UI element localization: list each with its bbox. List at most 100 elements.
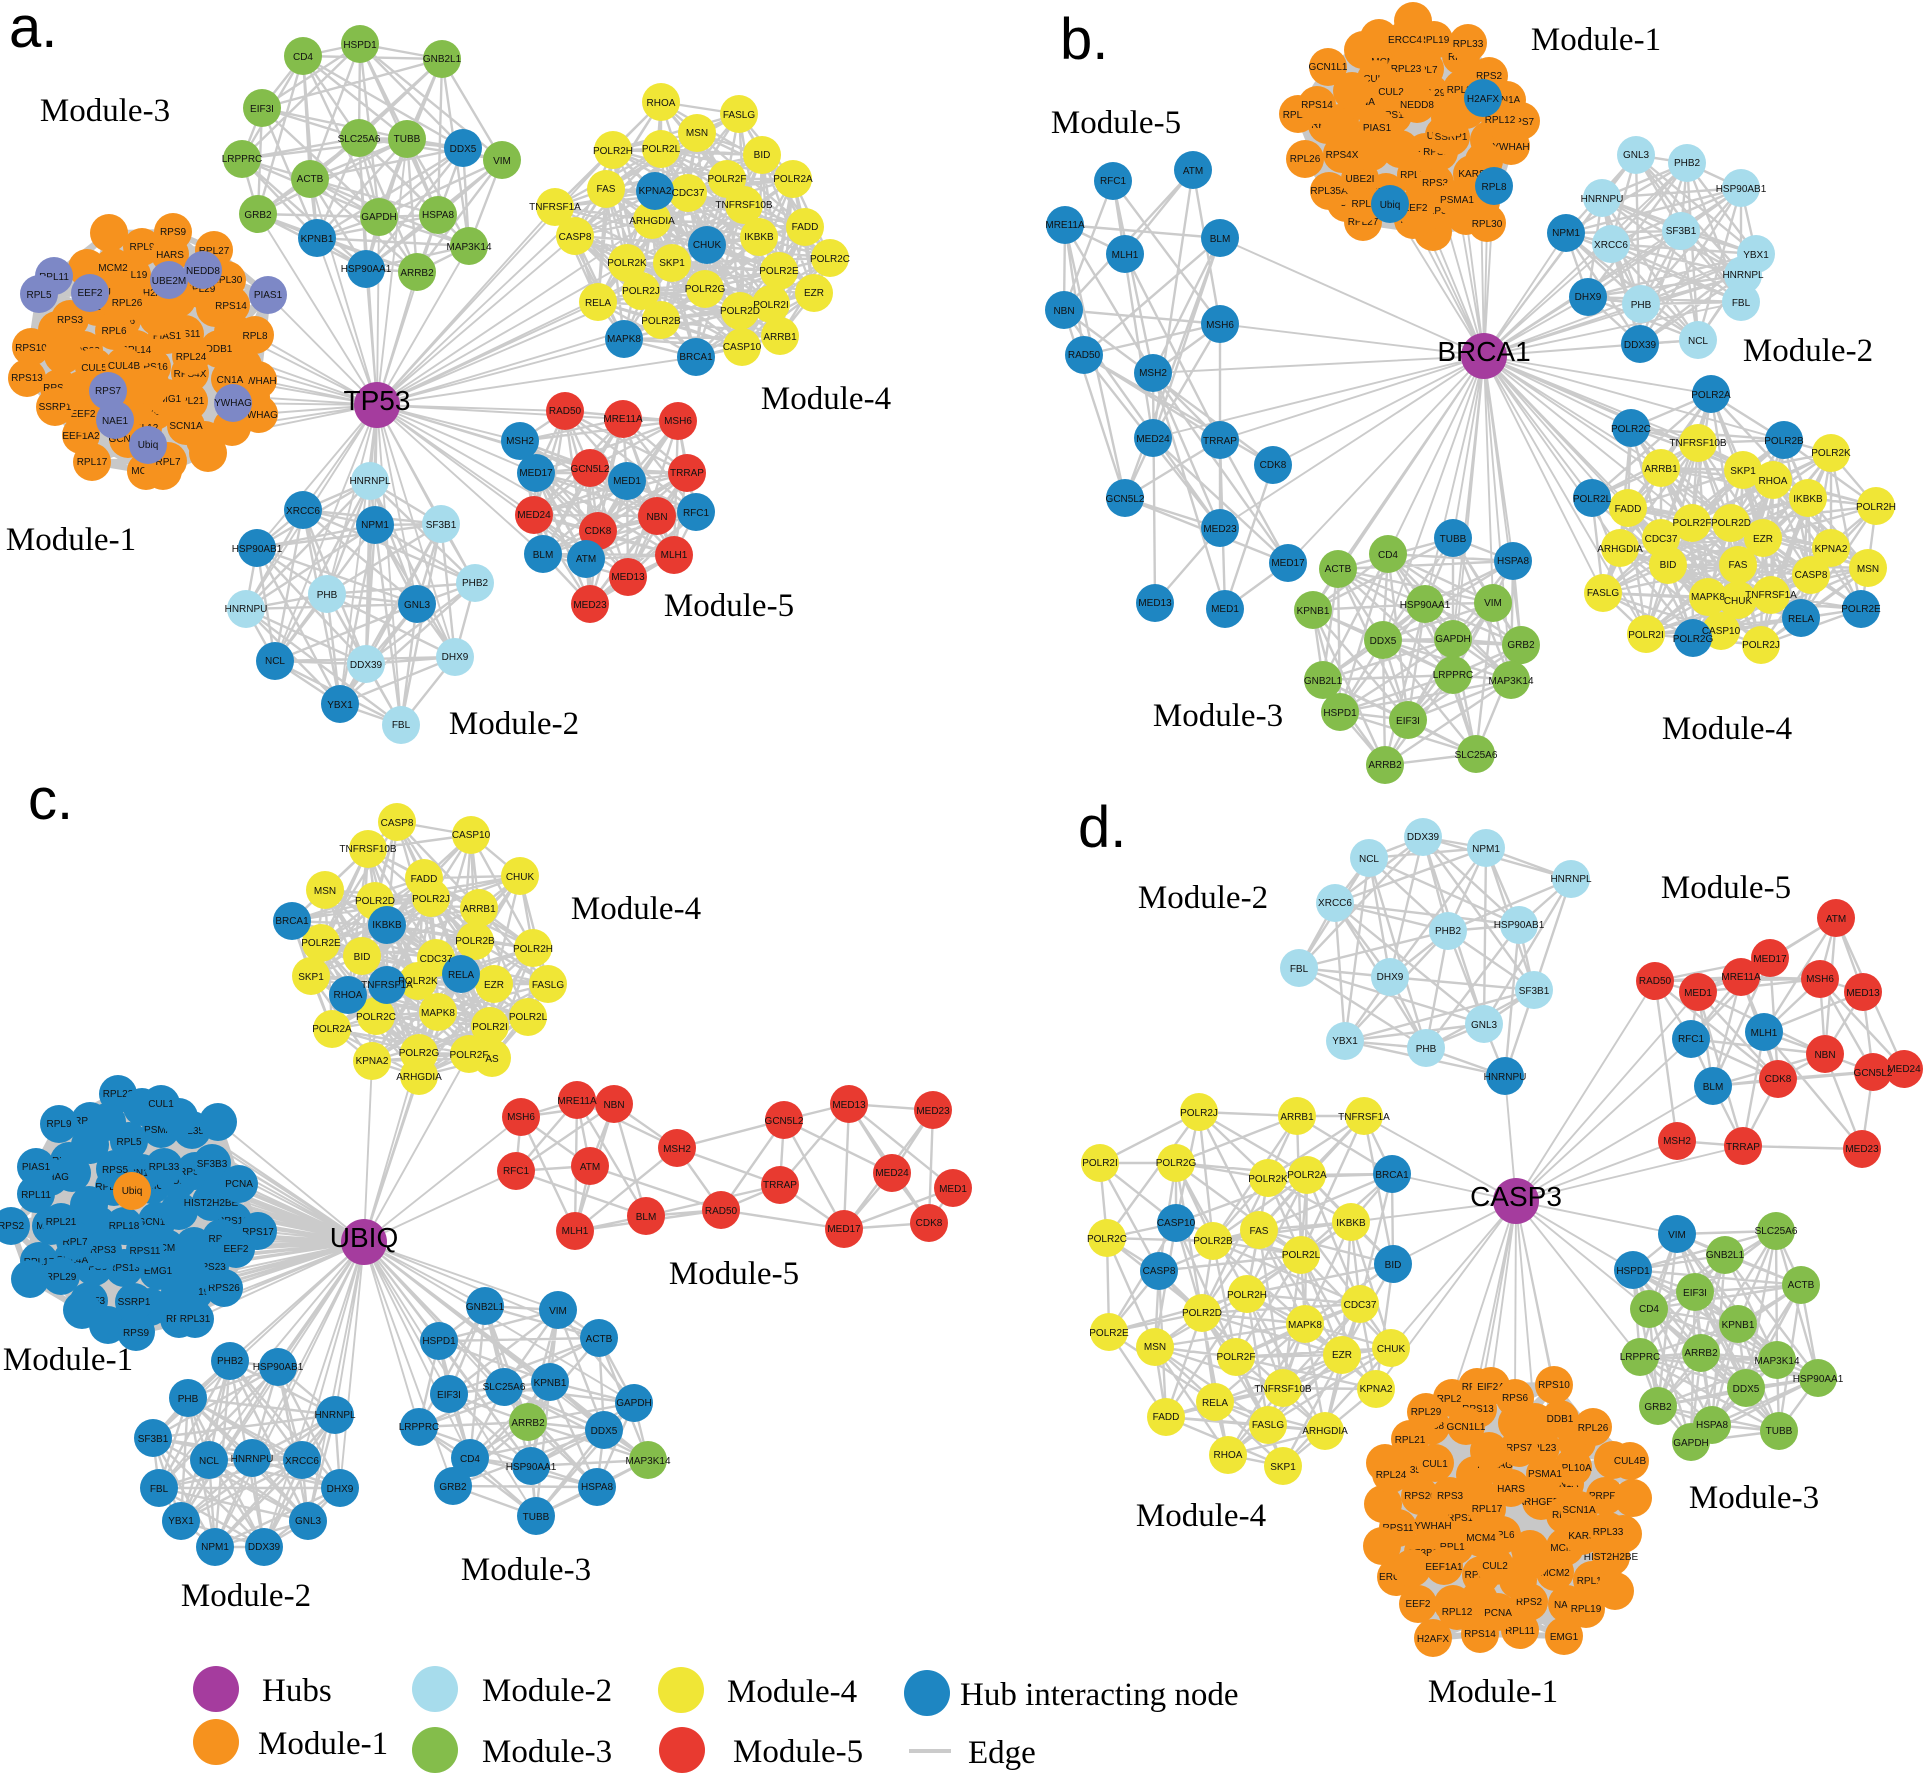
svg-text:EZR: EZR: [1332, 1350, 1352, 1361]
svg-text:TNFRSF10B: TNFRSF10B: [1254, 1384, 1312, 1395]
svg-text:RPL19: RPL19: [117, 270, 148, 281]
svg-text:HSPD1: HSPD1: [422, 1336, 456, 1347]
svg-text:SKP1: SKP1: [1730, 466, 1756, 477]
svg-text:POLR2A: POLR2A: [773, 174, 813, 185]
svg-text:GCN1L1: GCN1L1: [138, 1217, 177, 1228]
svg-text:RPS7: RPS7: [1508, 117, 1535, 128]
svg-text:KARS: KARS: [1568, 1531, 1596, 1542]
svg-text:RFC1: RFC1: [683, 508, 710, 519]
svg-text:RPL8: RPL8: [1481, 182, 1506, 193]
svg-text:EEF1A2: EEF1A2: [62, 431, 100, 442]
svg-text:ACTB: ACTB: [586, 1334, 613, 1345]
svg-text:RPL22: RPL22: [1283, 110, 1314, 121]
svg-text:RPL7A: RPL7A: [1400, 170, 1432, 181]
svg-text:CUL2: CUL2: [1482, 1561, 1508, 1572]
svg-text:HNRNPL: HNRNPL: [1722, 270, 1764, 281]
svg-text:RHOA: RHOA: [334, 990, 363, 1001]
svg-text:GRB2: GRB2: [1507, 640, 1535, 651]
svg-text:EEF2: EEF2: [77, 288, 102, 299]
svg-text:CD4: CD4: [1378, 550, 1398, 561]
svg-text:MSN: MSN: [686, 128, 708, 139]
svg-text:Module-3: Module-3: [40, 93, 170, 129]
svg-text:FAS: FAS: [1729, 560, 1748, 571]
svg-text:Module-5: Module-5: [1661, 870, 1791, 906]
svg-text:GNB2L1: GNB2L1: [466, 1302, 505, 1313]
svg-text:RPL26: RPL26: [1578, 1423, 1609, 1434]
svg-text:TRRAP: TRRAP: [670, 468, 704, 479]
svg-text:GCN5L2: GCN5L2: [1106, 494, 1145, 505]
svg-text:GNB2L1: GNB2L1: [1304, 676, 1343, 687]
svg-text:POLR2L: POLR2L: [642, 144, 681, 155]
svg-text:Module-4: Module-4: [727, 1674, 857, 1710]
svg-text:Module-2: Module-2: [449, 706, 579, 742]
svg-text:GRB2: GRB2: [244, 210, 272, 221]
svg-text:BLM: BLM: [533, 550, 554, 561]
svg-text:POLR2K: POLR2K: [1811, 448, 1851, 459]
svg-text:HSPD1: HSPD1: [1616, 1266, 1650, 1277]
svg-text:RELA: RELA: [1202, 1398, 1228, 1409]
svg-text:MSH6: MSH6: [664, 416, 692, 427]
svg-text:FADD: FADD: [411, 874, 438, 885]
svg-text:GNB2L1: GNB2L1: [423, 54, 462, 65]
svg-text:RELA: RELA: [448, 970, 474, 981]
svg-text:HNRNPU: HNRNPU: [225, 604, 268, 615]
svg-text:KPNA2: KPNA2: [356, 1056, 389, 1067]
svg-text:RPL23: RPL23: [1391, 64, 1422, 75]
svg-text:SSRP1: SSRP1: [1435, 132, 1468, 143]
svg-text:FASLG: FASLG: [532, 980, 564, 991]
svg-text:CHUK: CHUK: [506, 872, 535, 883]
svg-text:ATM: ATM: [580, 1162, 600, 1173]
svg-text:GAPDH: GAPDH: [1673, 1438, 1709, 1449]
svg-text:MED24: MED24: [1136, 434, 1170, 445]
svg-text:HSPA8: HSPA8: [422, 210, 454, 221]
svg-text:BLM: BLM: [1210, 234, 1231, 245]
svg-text:MRE11A: MRE11A: [603, 414, 643, 425]
svg-text:POLR2K: POLR2K: [607, 258, 647, 269]
svg-text:RPS3: RPS3: [1422, 178, 1449, 189]
svg-text:RPS5: RPS5: [102, 1165, 129, 1176]
svg-text:CN1A: CN1A: [1552, 1479, 1579, 1490]
svg-text:SKP1: SKP1: [1270, 1462, 1296, 1473]
svg-text:RPL14: RPL14: [121, 345, 152, 356]
svg-text:ATM: ATM: [1183, 166, 1203, 177]
svg-text:YWHAH: YWHAH: [239, 376, 276, 387]
svg-text:ARRB1: ARRB1: [1280, 1112, 1314, 1123]
svg-text:POLR2G: POLR2G: [685, 284, 726, 295]
svg-text:NPM1: NPM1: [1472, 844, 1500, 855]
svg-text:HSP90AA1: HSP90AA1: [341, 264, 392, 275]
svg-text:RFC1: RFC1: [1678, 1034, 1705, 1045]
svg-text:DHX9: DHX9: [1575, 292, 1602, 303]
svg-text:EIF2A: EIF2A: [1477, 1382, 1505, 1393]
svg-text:RPS9: RPS9: [160, 227, 187, 238]
svg-text:TNFRSF1A: TNFRSF1A: [1745, 590, 1797, 601]
svg-text:EEF2: EEF2: [1402, 203, 1427, 214]
svg-text:RPL7: RPL7: [155, 457, 180, 468]
svg-text:MAPK8: MAPK8: [1288, 1320, 1322, 1331]
svg-text:GAPDH: GAPDH: [361, 212, 397, 223]
svg-text:CDK8: CDK8: [916, 1218, 943, 1229]
svg-text:YBX1: YBX1: [168, 1516, 194, 1527]
svg-text:NBN: NBN: [1053, 306, 1074, 317]
svg-text:MCM2: MCM2: [98, 263, 128, 274]
svg-text:EZR: EZR: [484, 980, 504, 991]
svg-text:DDX39: DDX39: [350, 660, 383, 671]
svg-text:MRE11A: MRE11A: [1045, 220, 1085, 231]
svg-text:PIAS1: PIAS1: [22, 1162, 51, 1173]
svg-text:ARRB2: ARRB2: [1684, 1348, 1718, 1359]
svg-text:PSMA1: PSMA1: [1528, 1469, 1562, 1480]
svg-text:MED13: MED13: [1846, 988, 1880, 999]
svg-text:RPL27: RPL27: [199, 246, 230, 257]
svg-text:TNFRSF1A: TNFRSF1A: [361, 980, 413, 991]
svg-text:RPL17: RPL17: [1472, 1504, 1503, 1515]
svg-text:POLR2E: POLR2E: [759, 266, 799, 277]
svg-text:DHX9: DHX9: [1377, 972, 1404, 983]
svg-text:MCM2: MCM2: [1371, 57, 1401, 68]
svg-text:SF3B1: SF3B1: [426, 520, 457, 531]
svg-text:RPS14: RPS14: [1464, 1629, 1496, 1640]
svg-text:RPL11: RPL11: [21, 1190, 51, 1201]
svg-text:ARRB1: ARRB1: [763, 332, 797, 343]
svg-text:DDX39: DDX39: [1407, 832, 1440, 843]
svg-text:SF3B1: SF3B1: [138, 1434, 169, 1445]
svg-text:CASP10: CASP10: [723, 342, 762, 353]
svg-text:MAP3K14: MAP3K14: [1488, 676, 1533, 687]
